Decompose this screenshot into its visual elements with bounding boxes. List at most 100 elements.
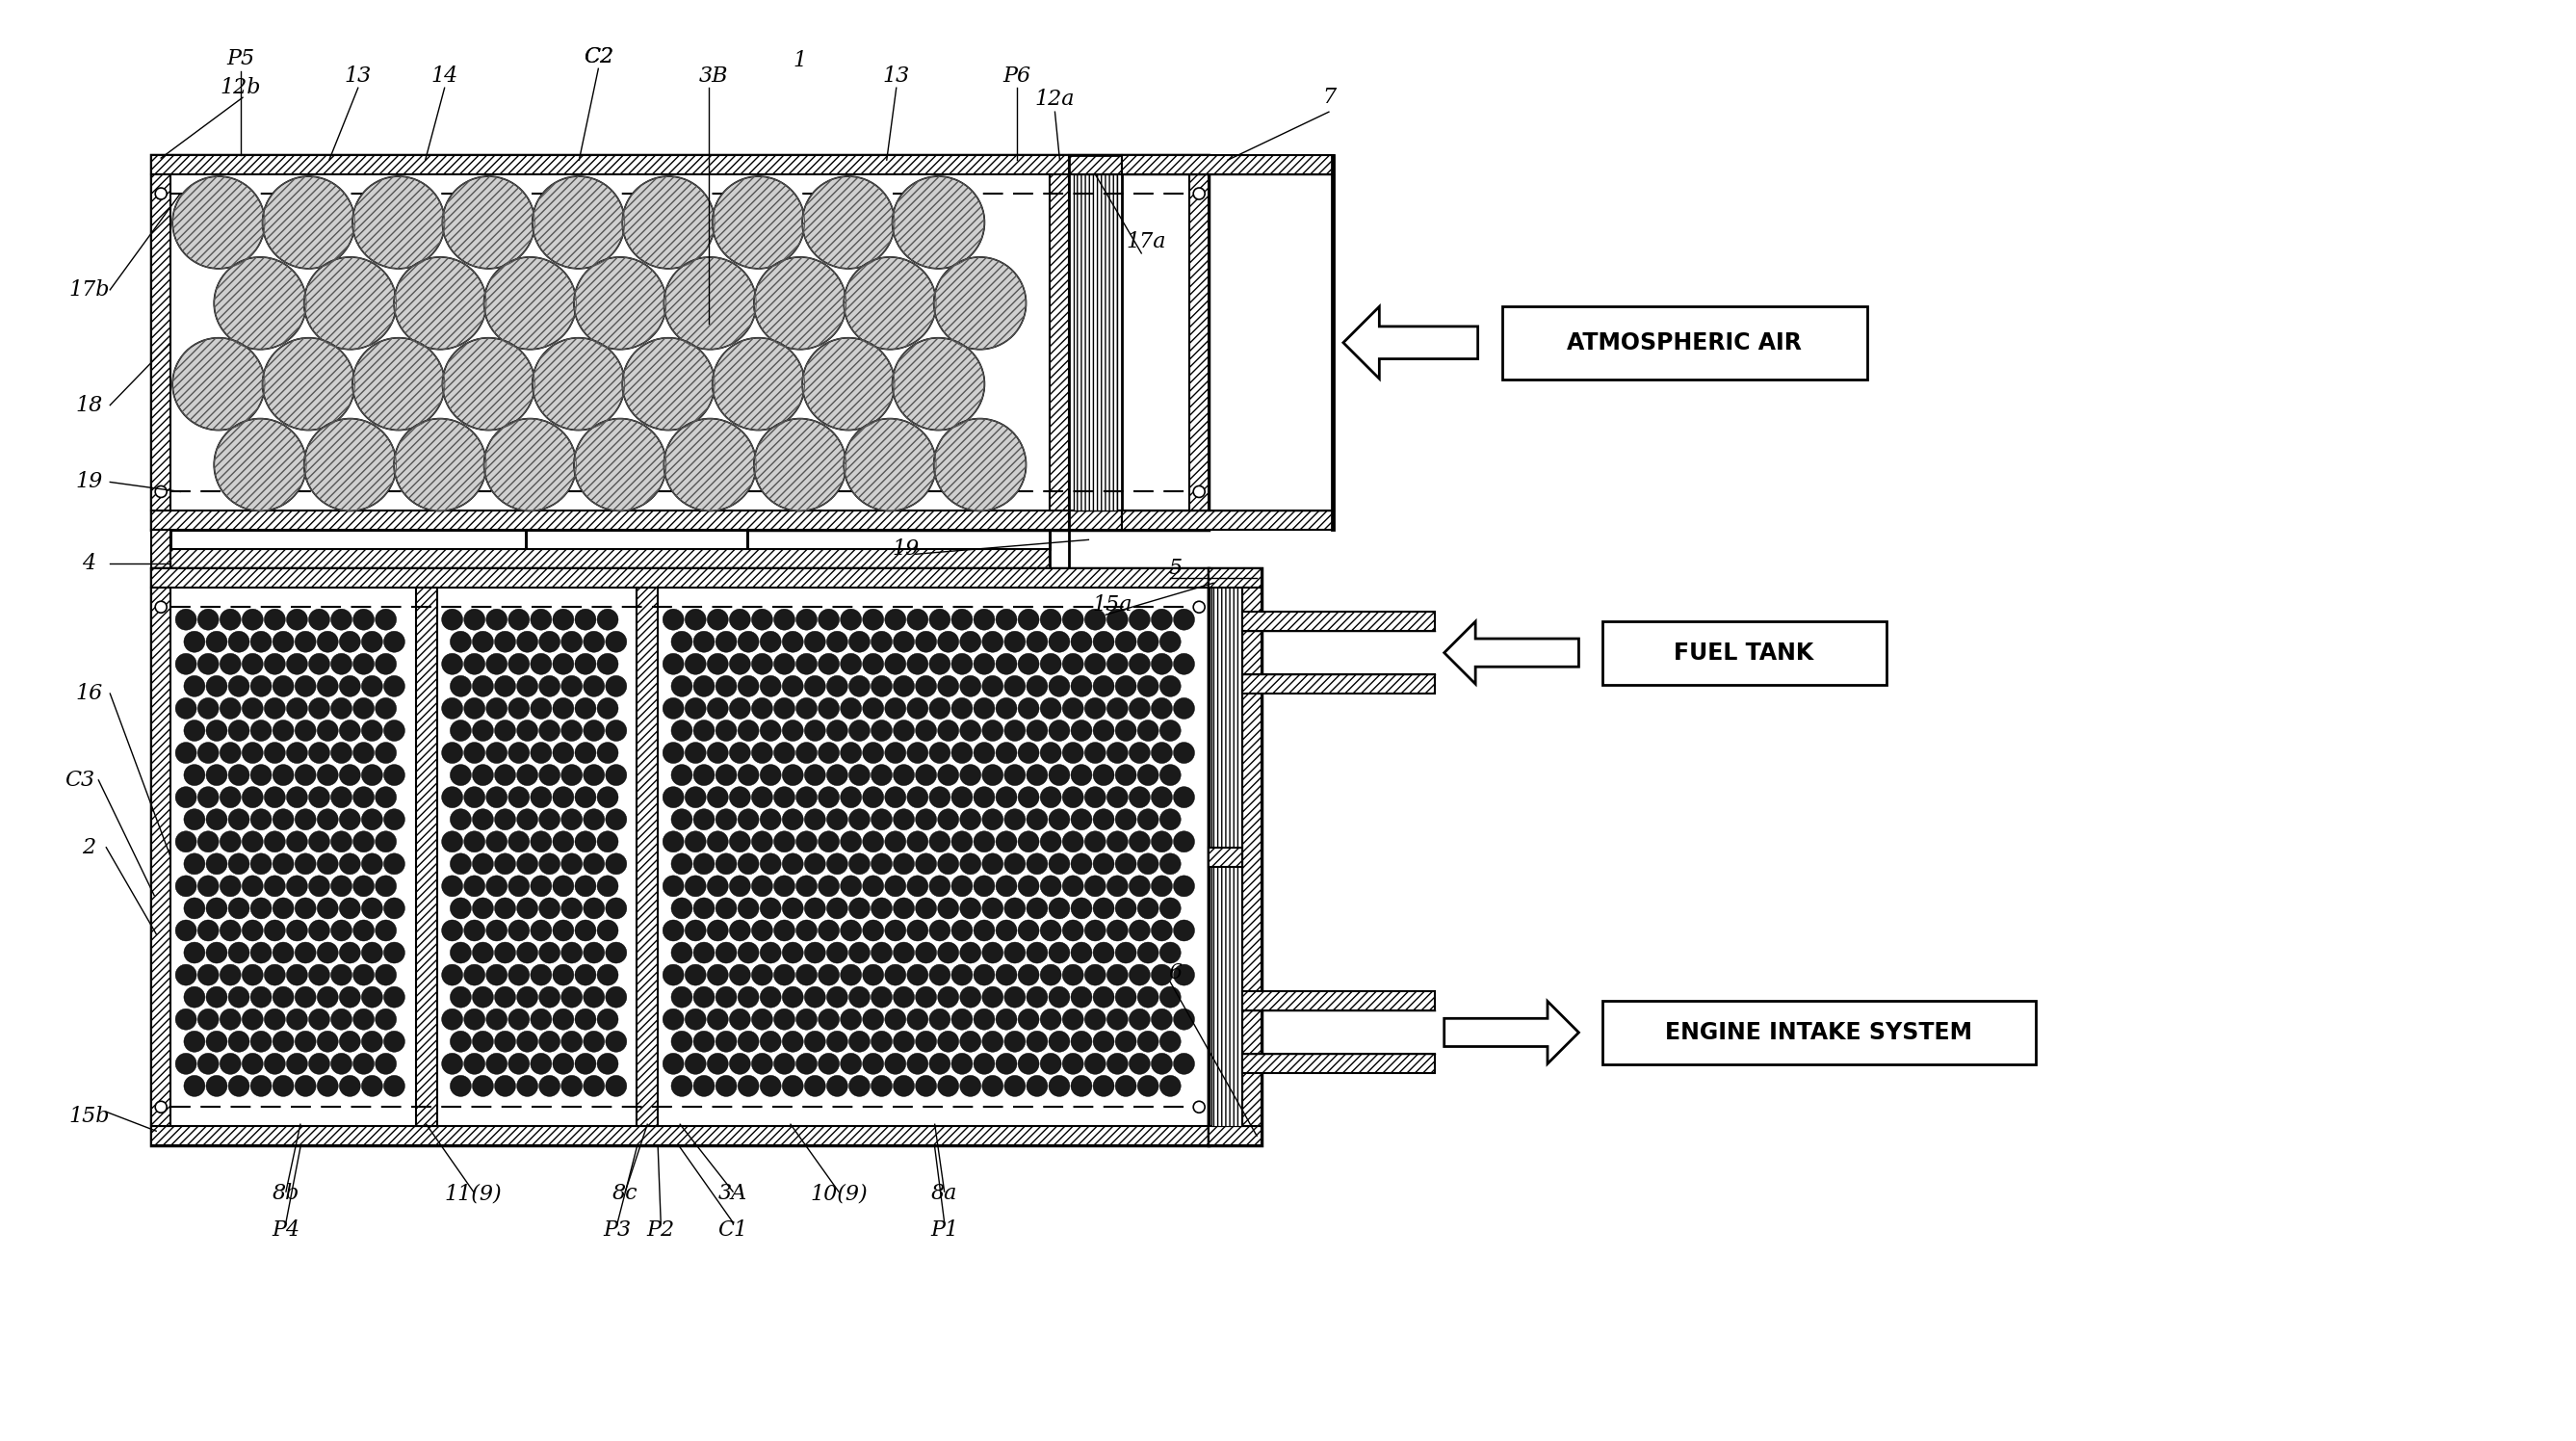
Circle shape [582, 853, 605, 875]
Circle shape [605, 676, 626, 697]
Circle shape [273, 720, 294, 741]
Polygon shape [152, 156, 1208, 174]
Circle shape [175, 697, 196, 719]
Circle shape [1159, 808, 1180, 830]
Circle shape [796, 1009, 817, 1030]
Circle shape [884, 697, 907, 719]
Circle shape [175, 610, 196, 630]
Circle shape [518, 720, 538, 741]
Circle shape [443, 337, 536, 431]
Circle shape [198, 876, 219, 896]
Circle shape [1005, 676, 1025, 697]
Circle shape [685, 697, 706, 719]
Circle shape [582, 1030, 605, 1052]
Circle shape [294, 853, 317, 875]
Circle shape [487, 1053, 507, 1075]
Circle shape [317, 631, 337, 653]
Circle shape [1041, 964, 1061, 986]
Text: C2: C2 [582, 46, 613, 68]
Circle shape [1041, 610, 1061, 630]
Circle shape [801, 176, 894, 268]
Circle shape [286, 697, 307, 719]
Circle shape [384, 1075, 404, 1097]
Circle shape [507, 919, 531, 941]
Circle shape [451, 1030, 471, 1052]
Polygon shape [1242, 612, 1435, 631]
Circle shape [471, 898, 495, 919]
Circle shape [538, 808, 559, 830]
Polygon shape [1051, 174, 1069, 512]
Circle shape [538, 898, 559, 919]
Circle shape [773, 831, 796, 852]
Circle shape [714, 337, 804, 431]
Polygon shape [1445, 1001, 1579, 1063]
Circle shape [263, 337, 355, 431]
Circle shape [1139, 720, 1159, 741]
Circle shape [840, 919, 860, 941]
Circle shape [340, 987, 361, 1007]
Circle shape [376, 1053, 397, 1075]
Circle shape [914, 676, 938, 697]
Circle shape [598, 919, 618, 941]
Circle shape [183, 942, 206, 963]
Circle shape [538, 631, 559, 653]
Circle shape [1128, 610, 1149, 630]
Circle shape [273, 1030, 294, 1052]
Circle shape [317, 853, 337, 875]
Circle shape [353, 876, 374, 896]
Circle shape [219, 1009, 242, 1030]
Circle shape [175, 1009, 196, 1030]
Circle shape [518, 1075, 538, 1097]
Circle shape [440, 1009, 464, 1030]
Circle shape [353, 653, 374, 674]
Circle shape [562, 808, 582, 830]
Circle shape [914, 720, 938, 741]
Circle shape [850, 764, 871, 785]
Circle shape [198, 964, 219, 986]
Circle shape [495, 764, 515, 785]
Circle shape [250, 720, 270, 741]
Circle shape [495, 676, 515, 697]
Circle shape [582, 808, 605, 830]
Circle shape [598, 831, 618, 852]
Circle shape [827, 1075, 848, 1097]
Circle shape [574, 964, 595, 986]
Circle shape [1128, 653, 1149, 674]
Circle shape [884, 610, 907, 630]
Circle shape [708, 787, 729, 808]
Circle shape [582, 720, 605, 741]
Text: 15a: 15a [1092, 595, 1133, 615]
Circle shape [353, 1009, 374, 1030]
Circle shape [1108, 787, 1128, 808]
Circle shape [1159, 720, 1180, 741]
Circle shape [198, 1053, 219, 1075]
Circle shape [1108, 610, 1128, 630]
Circle shape [938, 1075, 958, 1097]
Circle shape [933, 256, 1025, 349]
Circle shape [605, 631, 626, 653]
Circle shape [317, 942, 337, 963]
Circle shape [693, 1030, 714, 1052]
Circle shape [538, 942, 559, 963]
Circle shape [340, 1075, 361, 1097]
Circle shape [1084, 1053, 1105, 1075]
Circle shape [938, 1030, 958, 1052]
Circle shape [242, 697, 263, 719]
Circle shape [755, 418, 845, 512]
Circle shape [531, 964, 551, 986]
Circle shape [598, 876, 618, 896]
Circle shape [783, 676, 804, 697]
Circle shape [752, 919, 773, 941]
Circle shape [871, 853, 891, 875]
Circle shape [845, 256, 935, 349]
Circle shape [273, 942, 294, 963]
Circle shape [353, 742, 374, 764]
Circle shape [752, 610, 773, 630]
Circle shape [1005, 1030, 1025, 1052]
Circle shape [840, 831, 860, 852]
Circle shape [783, 1030, 804, 1052]
Circle shape [495, 1030, 515, 1052]
Circle shape [997, 876, 1018, 896]
Circle shape [819, 697, 840, 719]
Circle shape [760, 853, 781, 875]
